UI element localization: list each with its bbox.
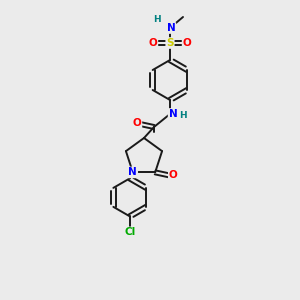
Text: N: N xyxy=(169,109,177,119)
Text: N: N xyxy=(167,23,176,33)
Text: S: S xyxy=(166,38,174,48)
Text: O: O xyxy=(183,38,191,48)
Text: H: H xyxy=(179,110,187,119)
Text: H: H xyxy=(153,16,161,25)
Text: N: N xyxy=(128,167,137,177)
Text: O: O xyxy=(169,170,178,180)
Text: Cl: Cl xyxy=(124,227,136,237)
Text: O: O xyxy=(133,118,141,128)
Text: O: O xyxy=(148,38,158,48)
